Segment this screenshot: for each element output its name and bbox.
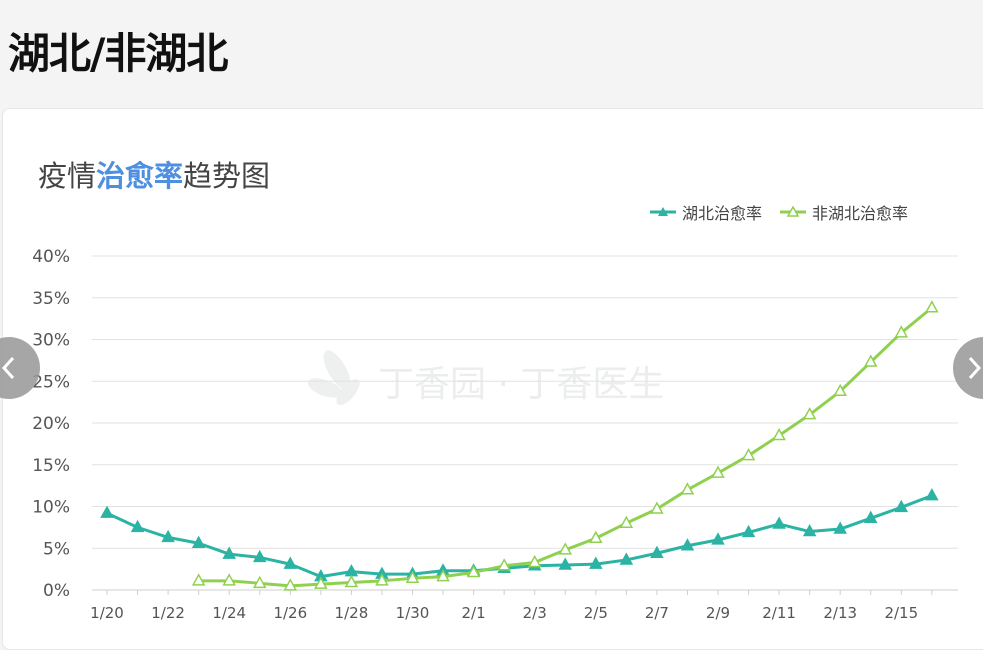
chart-title-prefix: 疫情 <box>38 159 97 193</box>
data-point[interactable] <box>772 427 786 441</box>
data-point[interactable] <box>802 523 817 537</box>
line-chart: 丁香园 · 丁香医生 0% 5% 10% 15% 20% 25% 30% 35% 40% 1/20… <box>32 247 958 622</box>
data-point[interactable] <box>191 535 206 548</box>
data-point[interactable] <box>863 510 878 523</box>
y-tick-label: 10% <box>32 498 70 518</box>
data-point[interactable] <box>894 325 909 338</box>
x-tick-label: 2/7 <box>645 604 669 622</box>
x-tick-label: 1/24 <box>212 604 246 622</box>
data-point[interactable] <box>191 573 206 586</box>
chevron-left-icon <box>1 356 15 380</box>
chart-title-highlight: 治愈率 <box>96 159 184 193</box>
x-tick-label: 1/22 <box>151 604 185 622</box>
y-tick-label: 30% <box>32 331 70 351</box>
data-point[interactable] <box>436 569 450 582</box>
data-point[interactable] <box>466 564 481 578</box>
x-tick-label: 2/15 <box>884 604 918 622</box>
watermark-text: 丁香园 · 丁香医生 <box>378 364 664 405</box>
data-point[interactable] <box>222 546 236 559</box>
page-title: 湖北/非湖北 <box>8 29 228 78</box>
x-tick-label: 2/3 <box>523 604 547 622</box>
legend-item-non-hubei[interactable]: 非湖北治愈率 <box>780 200 908 224</box>
data-point[interactable] <box>680 482 695 495</box>
data-point[interactable] <box>925 488 939 501</box>
legend-label-hubei: 湖北治愈率 <box>682 204 763 223</box>
data-point[interactable] <box>405 570 420 584</box>
data-point[interactable] <box>680 538 695 551</box>
watermark: 丁香园 · 丁香医生 <box>307 350 664 406</box>
y-tick-label: 0% <box>43 581 70 601</box>
data-point[interactable] <box>925 300 939 313</box>
data-point[interactable] <box>833 521 847 534</box>
chevron-right-icon <box>968 356 982 380</box>
y-tick-label: 5% <box>43 539 70 559</box>
y-tick-label: 20% <box>32 414 70 434</box>
y-tick-label: 40% <box>32 247 70 267</box>
data-point[interactable] <box>650 545 664 559</box>
legend-label-non-hubei: 非湖北治愈率 <box>812 204 909 223</box>
data-point[interactable] <box>833 383 847 397</box>
x-tick-label: 2/13 <box>823 604 857 622</box>
chart-card <box>2 108 983 650</box>
data-point[interactable] <box>863 354 878 367</box>
series-line-hubei <box>106 494 933 579</box>
y-tick-label: 25% <box>32 372 70 392</box>
leaf-logo-icon <box>307 350 360 406</box>
data-point[interactable] <box>894 499 909 513</box>
y-tick-label: 35% <box>32 289 70 309</box>
data-point[interactable] <box>802 407 817 420</box>
chart-title: 疫情治愈率趋势图 <box>38 153 270 195</box>
x-tick-label: 1/30 <box>396 604 430 622</box>
x-tick-label: 2/5 <box>584 604 608 622</box>
data-point[interactable] <box>130 519 145 533</box>
x-tick-label: 2/1 <box>462 604 486 622</box>
data-point[interactable] <box>161 529 175 543</box>
data-point[interactable] <box>527 554 542 568</box>
data-point[interactable] <box>252 575 267 589</box>
x-tick-label: 2/9 <box>706 604 730 622</box>
data-point[interactable] <box>558 542 573 555</box>
data-point[interactable] <box>772 516 786 529</box>
x-tick-label: 2/11 <box>762 604 796 622</box>
data-point[interactable] <box>650 501 664 514</box>
data-point[interactable] <box>711 532 725 545</box>
data-point[interactable] <box>711 465 725 478</box>
data-point[interactable] <box>283 578 298 591</box>
data-point[interactable] <box>741 448 756 461</box>
x-tick-label: 1/26 <box>273 604 307 622</box>
legend-item-hubei[interactable]: 湖北治愈率 <box>650 200 762 224</box>
x-tick-label: 1/28 <box>335 604 369 622</box>
data-point[interactable] <box>252 549 267 563</box>
data-point[interactable] <box>589 556 603 569</box>
legend-marker-non-hubei <box>780 206 807 217</box>
chart-legend: 湖北治愈率 非湖北治愈率 <box>650 200 908 224</box>
data-point[interactable] <box>558 557 573 570</box>
data-point[interactable] <box>589 530 603 543</box>
data-point[interactable] <box>619 552 634 565</box>
data-point[interactable] <box>375 573 389 586</box>
data-point[interactable] <box>222 573 236 586</box>
data-point[interactable] <box>619 515 634 528</box>
data-point[interactable] <box>314 576 328 589</box>
chart-title-suffix: 趋势图 <box>183 159 271 193</box>
data-point[interactable] <box>741 524 756 538</box>
data-point[interactable] <box>344 574 359 588</box>
y-tick-label: 15% <box>32 456 70 476</box>
x-tick-label: 1/20 <box>90 604 124 622</box>
data-point[interactable] <box>283 556 298 569</box>
legend-marker-hubei <box>650 207 676 216</box>
data-point[interactable] <box>100 505 114 518</box>
data-point[interactable] <box>497 558 511 571</box>
